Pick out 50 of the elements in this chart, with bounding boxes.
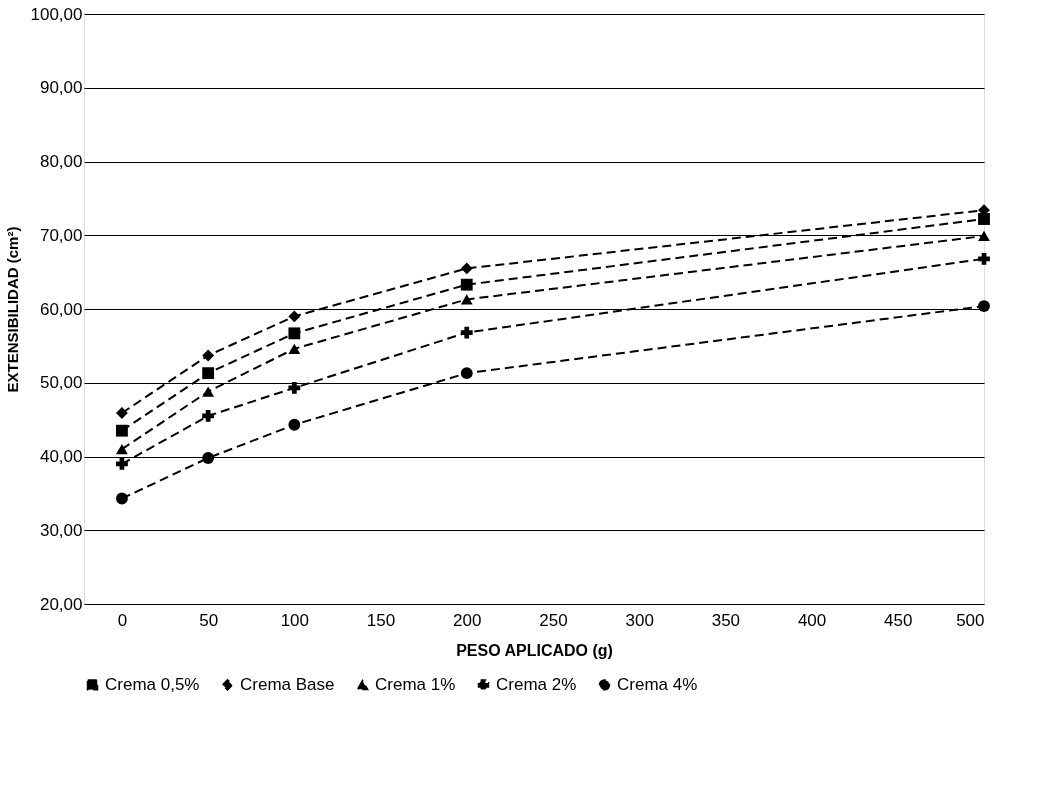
- legend-label: Crema 0,5%: [105, 674, 200, 694]
- point: [288, 418, 301, 431]
- x-tick-label: 0: [117, 610, 128, 630]
- y-tick-label: 90,00: [39, 78, 83, 98]
- point: [288, 382, 301, 394]
- point: [116, 492, 128, 505]
- point: [202, 452, 215, 464]
- y-tick-label: 80,00: [39, 152, 83, 171]
- legend-label: Crema Base: [240, 674, 335, 694]
- point: [288, 343, 301, 354]
- point: [978, 213, 990, 225]
- x-tick-label: 250: [539, 610, 568, 630]
- point: [202, 349, 215, 362]
- x-tick-label: 300: [625, 610, 654, 630]
- point: [460, 294, 473, 305]
- point: [460, 367, 473, 380]
- x-axis-title: PESO APLICADO (g): [456, 641, 613, 659]
- y-tick-label: 20,00: [39, 594, 83, 614]
- y-tick-label: 70,00: [39, 225, 83, 245]
- point: [202, 410, 215, 422]
- x-tick-label: 200: [453, 610, 482, 630]
- x-tick-label: 400: [797, 610, 827, 630]
- point: [978, 252, 990, 265]
- x-tick-label: 350: [711, 610, 741, 630]
- point: [202, 386, 215, 397]
- legend-label: Crema 1%: [375, 675, 456, 695]
- y-tick-label: 30,00: [39, 520, 83, 540]
- point: [116, 407, 128, 419]
- x-tick-label: 50: [199, 610, 219, 630]
- legend-label: Crema 2%: [496, 674, 577, 694]
- point: [116, 444, 128, 455]
- point: [288, 327, 301, 340]
- point: [978, 230, 990, 242]
- y-tick-label: 40,00: [39, 447, 83, 466]
- x-tick-label: 100: [280, 610, 310, 630]
- legend-label: Crema 4%: [617, 674, 698, 694]
- point: [202, 367, 215, 380]
- x-tick-label: 500: [956, 610, 985, 630]
- x-tick-label: 450: [884, 610, 913, 630]
- point: [460, 262, 473, 275]
- y-tick-label: 100,00: [30, 4, 83, 24]
- point: [288, 310, 301, 323]
- point: [116, 424, 128, 437]
- y-tick-label: 50,00: [39, 373, 83, 393]
- point: [978, 300, 990, 312]
- y-tick-label: 60,00: [39, 299, 83, 319]
- y-axis-title: EXTENSIBILIDAD (cm²): [3, 226, 21, 393]
- point: [460, 278, 473, 291]
- x-tick-label: 150: [366, 610, 396, 630]
- point: [460, 326, 473, 339]
